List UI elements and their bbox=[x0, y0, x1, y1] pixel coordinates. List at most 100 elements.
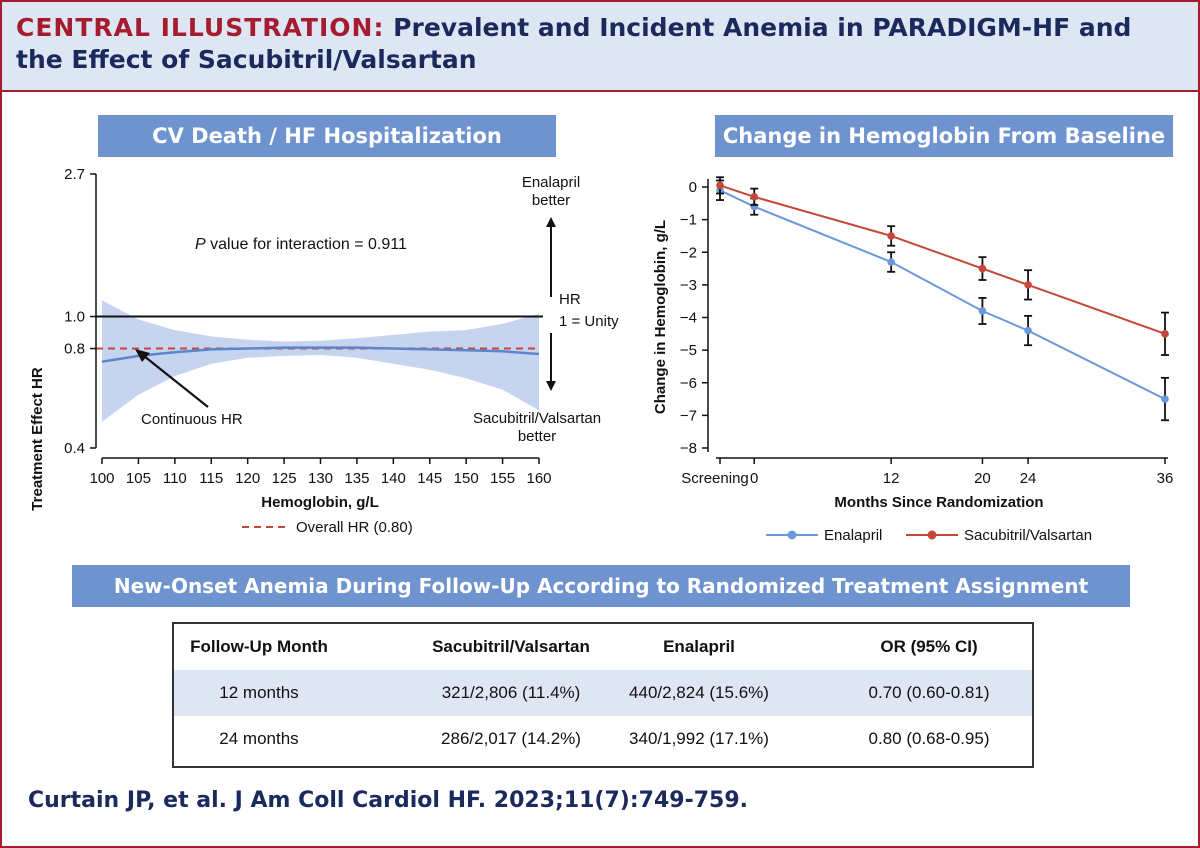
legend-sv-label: Sacubitril/Valsartan bbox=[964, 527, 1092, 544]
table-cell: 286/2,017 (14.2%) bbox=[441, 729, 581, 748]
left-y-ticks: 0.4 0.8 1.0 2.7 bbox=[64, 166, 96, 457]
right-y-ticks: 0 −1 −2 −3 −4 −5 −6 −7 −8 bbox=[680, 179, 708, 457]
left-x-tick-label: 130 bbox=[308, 470, 333, 487]
legend-enalapril-label: Enalapril bbox=[824, 527, 882, 544]
right-x-tick-label: 20 bbox=[974, 470, 991, 487]
data-point bbox=[978, 264, 987, 273]
continuous-hr-pointer bbox=[143, 355, 209, 408]
sv-better-2: better bbox=[518, 428, 556, 445]
sv-better-1: Sacubitril/Valsartan bbox=[473, 410, 601, 427]
data-point bbox=[750, 192, 759, 201]
continuous-hr-label: Continuous HR bbox=[141, 411, 243, 428]
header: CENTRAL ILLUSTRATION: Prevalent and Inci… bbox=[2, 2, 1198, 92]
left-x-tick-label: 140 bbox=[381, 470, 406, 487]
sv-better-arrowhead bbox=[546, 381, 556, 391]
p-value-annotation: P value for interaction = 0.911 bbox=[195, 236, 407, 253]
right-y-tick-label: −8 bbox=[680, 440, 697, 457]
right-y-tick-label: −5 bbox=[680, 342, 697, 359]
left-x-tick-label: 160 bbox=[526, 470, 551, 487]
confidence-band bbox=[102, 300, 539, 422]
left-y-axis-label: Treatment Effect HR bbox=[29, 367, 46, 511]
data-point bbox=[978, 307, 987, 315]
left-x-tick-label: 110 bbox=[163, 470, 187, 487]
right-axes bbox=[707, 179, 1168, 459]
data-point bbox=[1024, 326, 1032, 335]
left-x-tick-label: 125 bbox=[272, 470, 297, 487]
left-y-tick-label: 0.8 bbox=[64, 341, 85, 358]
left-x-tick-label: 150 bbox=[454, 470, 479, 487]
left-y-tick-label: 1.0 bbox=[64, 309, 85, 326]
right-y-tick-label: −3 bbox=[680, 277, 697, 294]
series-line bbox=[719, 189, 1166, 400]
data-point bbox=[1161, 330, 1169, 338]
table-cell: 24 months bbox=[219, 729, 299, 748]
hr-unity-1: HR bbox=[559, 291, 581, 308]
table-cell: 340/1,992 (17.1%) bbox=[629, 729, 769, 748]
left-y-tick-label: 2.7 bbox=[64, 166, 85, 183]
right-y-tick-label: −7 bbox=[680, 407, 697, 424]
title-rest: Prevalent and Incident Anemia in PARADIG… bbox=[16, 13, 1132, 74]
right-y-tick-label: −6 bbox=[680, 375, 697, 392]
overall-hr-legend-label: Overall HR (0.80) bbox=[296, 519, 413, 536]
table-cell: 0.70 (0.60-0.81) bbox=[868, 683, 990, 702]
left-x-tick-label: 145 bbox=[417, 470, 442, 487]
confidence-band-area bbox=[102, 300, 539, 422]
data-point bbox=[887, 258, 895, 266]
p-value-text: value for interaction = 0.911 bbox=[210, 236, 407, 253]
title-lead: CENTRAL ILLUSTRATION: bbox=[16, 13, 385, 42]
table-title: New-Onset Anemia During Follow-Up Accord… bbox=[72, 565, 1130, 607]
legend-enalapril-marker bbox=[787, 530, 797, 540]
table-header-cell: Enalapril bbox=[663, 637, 735, 656]
table-row: 24 months 286/2,017 (14.2%) 340/1,992 (1… bbox=[174, 716, 1032, 762]
right-x-tick-label: 24 bbox=[1020, 470, 1037, 487]
left-y-tick-label: 0.4 bbox=[64, 440, 85, 457]
table-header-cell: Sacubitril/Valsartan bbox=[432, 637, 590, 656]
right-panel-title: Change in Hemoglobin From Baseline bbox=[715, 115, 1173, 157]
table-header-cell: OR (95% CI) bbox=[880, 637, 978, 656]
data-point bbox=[716, 181, 724, 190]
hemoglobin-change-chart: 0 −1 −2 −3 −4 −5 −6 −7 −8 Screening 0 12 20 24 36 Cha… bbox=[652, 176, 1173, 544]
table-cell: 12 months bbox=[219, 683, 299, 702]
left-x-tick-label: 100 bbox=[89, 470, 114, 487]
citation: Curtain JP, et al. J Am Coll Cardiol HF.… bbox=[28, 788, 748, 813]
left-x-tick-label: 105 bbox=[126, 470, 151, 487]
p-value-p: P bbox=[195, 236, 206, 253]
table-cell: 321/2,806 (11.4%) bbox=[441, 683, 581, 702]
table-header-cell: Follow-Up Month bbox=[190, 637, 328, 656]
right-x-axis-label: Months Since Randomization bbox=[834, 494, 1043, 511]
right-y-tick-label: −1 bbox=[680, 212, 697, 229]
continuous-hr-line bbox=[101, 346, 540, 363]
page-title: CENTRAL ILLUSTRATION: Prevalent and Inci… bbox=[16, 12, 1176, 76]
left-x-tick-label: 115 bbox=[199, 470, 223, 487]
right-series bbox=[716, 176, 1169, 422]
data-point bbox=[1161, 395, 1169, 403]
right-y-axis-label: Change in Hemoglobin, g/L bbox=[652, 220, 669, 414]
right-x-tick-label: 36 bbox=[1157, 470, 1174, 487]
right-x-tick-label: 12 bbox=[883, 470, 900, 487]
table-cell: 440/2,824 (15.6%) bbox=[629, 683, 769, 702]
left-x-tick-label: 155 bbox=[490, 470, 515, 487]
right-y-tick-label: −2 bbox=[680, 244, 697, 261]
enalapril-better-2: better bbox=[532, 192, 570, 209]
enalapril-better-arrowhead bbox=[546, 217, 556, 227]
hr-unity-2: 1 = Unity bbox=[559, 313, 619, 330]
enalapril-better-1: Enalapril bbox=[522, 174, 580, 191]
table-header-row: Follow-Up Month Sacubitril/Valsartan Ena… bbox=[174, 624, 1032, 670]
left-panel-title: CV Death / HF Hospitalization bbox=[98, 115, 556, 157]
anemia-table: Follow-Up Month Sacubitril/Valsartan Ena… bbox=[172, 622, 1034, 768]
table-row: 12 months 321/2,806 (11.4%) 440/2,824 (1… bbox=[174, 670, 1032, 716]
right-y-tick-label: −4 bbox=[680, 310, 697, 327]
data-point bbox=[1024, 281, 1032, 289]
treatment-effect-chart: 0.4 0.8 1.0 2.7 100 105 110 115 120 125 130 135 140… bbox=[29, 166, 619, 536]
table-cell: 0.80 (0.68-0.95) bbox=[868, 729, 990, 748]
left-x-axis-label: Hemoglobin, g/L bbox=[261, 494, 379, 511]
right-x-tick-label: Screening bbox=[681, 470, 749, 487]
data-point bbox=[887, 232, 895, 240]
series-line bbox=[719, 184, 1166, 335]
legend-sv-marker bbox=[927, 530, 937, 540]
right-x-tick-label: 0 bbox=[750, 470, 758, 487]
continuous-hr-pointer-head bbox=[135, 349, 150, 362]
left-x-tick-label: 135 bbox=[344, 470, 369, 487]
right-x-ticks: Screening 0 12 20 24 36 bbox=[681, 458, 1173, 487]
